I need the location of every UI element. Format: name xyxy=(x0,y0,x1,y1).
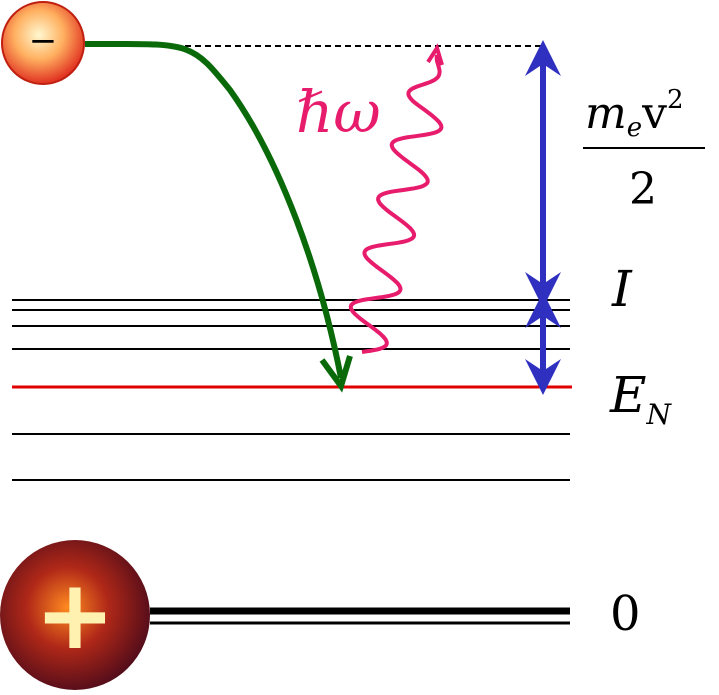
photon-wave xyxy=(348,54,444,354)
mass: m xyxy=(585,88,627,139)
level-label: EN xyxy=(609,366,673,431)
numerator: mev2 xyxy=(585,85,684,143)
velocity: v xyxy=(641,88,667,139)
kinetic-energy-label: mev2 2 xyxy=(583,85,705,215)
nucleus-circle xyxy=(0,540,150,690)
nucleus-label: + xyxy=(35,559,115,671)
electron-label: − xyxy=(29,21,58,61)
ground-level xyxy=(150,607,570,625)
ionization-label: I xyxy=(611,260,633,318)
electron-circle xyxy=(1,1,85,85)
photon-label: ℏω xyxy=(296,78,381,146)
electron-trajectory xyxy=(84,40,344,379)
mass-subscript: e xyxy=(627,113,642,143)
ground-label: 0 xyxy=(610,586,641,642)
electron: − xyxy=(1,1,85,85)
level-subscript: N xyxy=(646,398,673,431)
power: 2 xyxy=(667,85,684,115)
denominator: 2 xyxy=(629,164,657,215)
level-symbol: E xyxy=(609,366,647,424)
photon-arrowhead xyxy=(426,43,444,66)
energy-levels xyxy=(12,299,570,481)
nucleus: + xyxy=(0,540,150,690)
trajectory-arrowhead xyxy=(319,355,353,393)
